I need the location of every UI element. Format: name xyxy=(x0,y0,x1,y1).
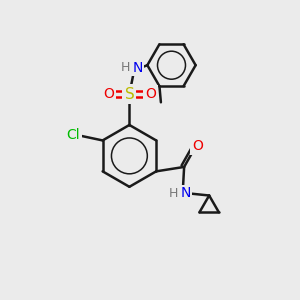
Text: N: N xyxy=(132,61,143,75)
Text: O: O xyxy=(192,139,203,153)
Text: Cl: Cl xyxy=(66,128,80,142)
Text: H: H xyxy=(121,61,130,74)
Text: O: O xyxy=(103,87,114,101)
Text: O: O xyxy=(145,87,156,101)
Text: S: S xyxy=(124,87,134,102)
Text: H: H xyxy=(169,187,178,200)
Text: N: N xyxy=(180,186,191,200)
